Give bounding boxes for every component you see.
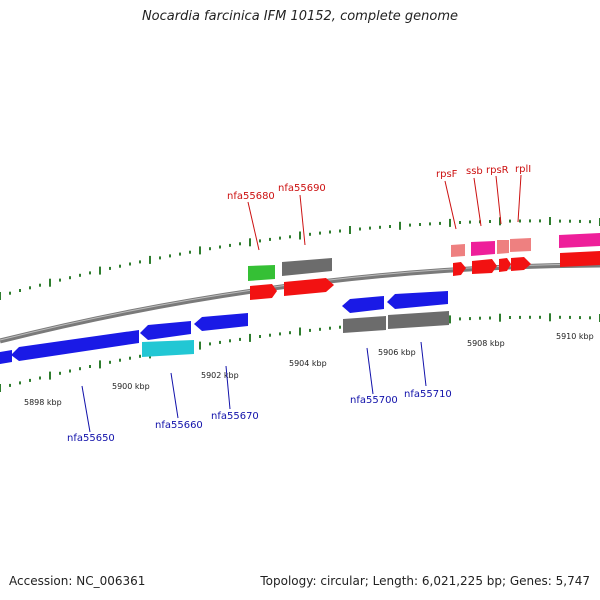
gene-right[interactable] bbox=[560, 251, 600, 267]
gene-nfa55700-grey[interactable] bbox=[343, 316, 386, 333]
kbp-label: 5908 kbp bbox=[467, 339, 505, 348]
gene-nfa55690-grey[interactable] bbox=[282, 258, 332, 276]
gene-nfa55650[interactable] bbox=[11, 330, 139, 361]
label-rpsR[interactable]: rpsR bbox=[486, 165, 509, 176]
gene-nfa55650-left[interactable] bbox=[0, 350, 12, 364]
label-nfa55680[interactable]: nfa55680 bbox=[227, 191, 275, 202]
gene-rpsF[interactable] bbox=[453, 262, 466, 276]
gene-nfa55690[interactable] bbox=[284, 278, 334, 296]
inner-tick-track bbox=[0, 313, 600, 392]
reverse-gene-labels: nfa55650 nfa55660 nfa55670 nfa55700 nfa5… bbox=[67, 341, 452, 444]
gene-nfa55680[interactable] bbox=[250, 284, 277, 300]
kbp-label: 5902 kbp bbox=[201, 371, 239, 380]
forward-gene-labels: nfa55680 nfa55690 rpsF ssb rpsR rplI bbox=[227, 164, 531, 251]
gene-nfa55680-grey[interactable] bbox=[248, 265, 275, 281]
topology-label: Topology: circular; Length: 6,021,225 bp… bbox=[260, 574, 590, 588]
gene-nfa55710-grey[interactable] bbox=[388, 311, 449, 329]
gene-nfa55660-cyan[interactable] bbox=[142, 340, 194, 357]
kbp-label: 5898 kbp bbox=[24, 398, 62, 407]
gene-nfa55670[interactable] bbox=[194, 313, 248, 331]
label-nfa55700[interactable]: nfa55700 bbox=[350, 395, 398, 406]
outer-tick-track bbox=[0, 217, 600, 300]
map-title: Nocardia farcinica IFM 10152, complete g… bbox=[141, 9, 459, 24]
gene-nfa55660[interactable] bbox=[140, 321, 191, 340]
label-nfa55660[interactable]: nfa55660 bbox=[155, 420, 203, 431]
label-nfa55650[interactable]: nfa55650 bbox=[67, 433, 115, 444]
kbp-label: 5900 kbp bbox=[112, 382, 150, 391]
kbp-label: 5910 kbp bbox=[556, 332, 594, 341]
gene-rpsF-grey[interactable] bbox=[451, 244, 465, 257]
gene-nfa55710[interactable] bbox=[387, 291, 448, 309]
gene-ssb[interactable] bbox=[472, 259, 497, 274]
gene-rplI-grey[interactable] bbox=[510, 238, 531, 252]
gene-ssb-grey[interactable] bbox=[471, 241, 495, 256]
gene-rpsR[interactable] bbox=[499, 258, 511, 272]
gene-right-grey[interactable] bbox=[559, 233, 600, 248]
label-rpsF[interactable]: rpsF bbox=[436, 169, 458, 180]
forward-strand-genes bbox=[248, 233, 600, 300]
label-nfa55670[interactable]: nfa55670 bbox=[211, 411, 259, 422]
label-ssb[interactable]: ssb bbox=[466, 166, 483, 177]
reverse-strand-genes bbox=[0, 291, 449, 364]
kbp-label: 5906 kbp bbox=[378, 348, 416, 357]
kbp-label: 5904 kbp bbox=[289, 359, 327, 368]
label-rplI[interactable]: rplI bbox=[515, 164, 531, 175]
gene-rplI[interactable] bbox=[511, 257, 531, 271]
gene-rpsR-grey[interactable] bbox=[497, 240, 509, 254]
accession-label: Accession: NC_006361 bbox=[9, 574, 146, 588]
label-nfa55710[interactable]: nfa55710 bbox=[404, 389, 452, 400]
gene-nfa55700[interactable] bbox=[342, 296, 384, 313]
label-nfa55690[interactable]: nfa55690 bbox=[278, 183, 326, 194]
